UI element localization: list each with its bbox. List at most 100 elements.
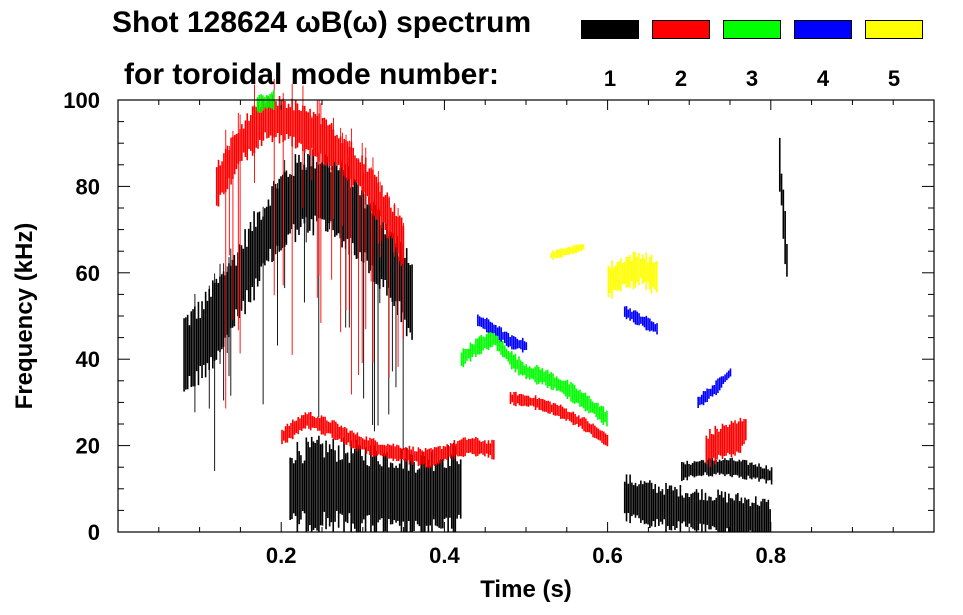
spectrum-streak-n2	[291, 83, 293, 355]
spectrum-mark-n5	[645, 252, 647, 290]
spectrum-mark-n2	[260, 97, 263, 146]
spectrum-mark-n3	[460, 352, 463, 366]
spectrum-mark-n1	[314, 443, 317, 528]
spectrum-mark-n2	[351, 430, 353, 449]
spectrum-mark-n2	[255, 106, 258, 148]
spectrum-mark-n1	[337, 445, 340, 528]
spectrum-mark-n1	[432, 470, 435, 520]
spectrum-marks	[183, 78, 788, 532]
spectrum-mark-n1	[717, 489, 719, 532]
spectrum-mark-n4	[650, 321, 653, 331]
spectrum-mark-n1	[434, 464, 437, 526]
spectrum-mark-n4	[718, 377, 721, 391]
spectrum-mark-n3	[566, 379, 569, 399]
spectrum-mark-n2	[320, 415, 323, 435]
spectrum-mark-n1	[382, 453, 385, 532]
spectrum-mark-n1	[411, 264, 413, 340]
spectrum-mark-n2	[287, 103, 290, 139]
spectrum-mark-n3	[519, 360, 522, 375]
spectrum-mark-n1	[352, 186, 354, 244]
spectrum-mark-n1	[704, 492, 707, 532]
spectrum-mark-n2	[745, 419, 747, 441]
spectrum-mark-n1	[298, 154, 300, 235]
y-tick-label: 0	[88, 520, 100, 545]
spectrum-mark-n1	[688, 463, 690, 477]
spectrum-mark-n1	[314, 168, 316, 216]
spectrum-mark-n2	[594, 425, 596, 438]
spectrum-mark-n1	[310, 436, 313, 532]
spectrum-mark-n2	[338, 426, 341, 439]
spectrum-mark-n2	[552, 402, 555, 416]
spectrum-mark-n1	[380, 466, 383, 519]
spectrum-streak-n2	[320, 103, 322, 323]
spectrum-mark-n2	[586, 421, 589, 433]
spectrum-mark-n2	[215, 167, 218, 206]
spectrum-mark-n3	[512, 354, 515, 369]
spectrum-mark-n5	[582, 244, 585, 250]
spectrum-mark-n1	[307, 153, 309, 233]
spectrum-mark-n2	[340, 425, 343, 442]
spectrum-mark-n1	[431, 451, 433, 532]
spectrum-mark-n4	[520, 340, 522, 350]
spectrum-mark-n3	[509, 352, 511, 365]
spectrum-mark-n3	[598, 406, 601, 420]
spectrum-mark-n1	[185, 317, 187, 390]
spectrum-mark-n3	[550, 371, 553, 390]
spectrum-streak-n1	[377, 191, 379, 426]
spectrum-mark-n1	[643, 481, 646, 525]
spectrum-mark-n4	[704, 391, 707, 403]
spectrum-mark-n2	[545, 401, 548, 412]
spectrum-mark-n2	[302, 415, 305, 429]
spectrum-mark-n1	[379, 464, 381, 520]
spectrum-mark-n3	[586, 395, 588, 411]
spectrum-mark-n4	[477, 314, 479, 327]
spectrum-mark-n1	[389, 462, 392, 525]
spectrum-mark-n1	[328, 444, 331, 527]
spectrum-mark-n2	[399, 215, 401, 262]
spectrum-mark-n5	[550, 252, 553, 259]
spectrum-mark-n1	[649, 480, 651, 528]
spectrum-mark-n1	[447, 445, 449, 532]
spectrum-mark-n2	[306, 414, 308, 426]
spectrum-mark-n5	[554, 251, 556, 258]
spectrum-mark-n1	[740, 461, 742, 477]
spectrum-mark-n1	[450, 454, 453, 529]
spectrum-mark-n4	[498, 326, 501, 341]
spectrum-mark-n2	[347, 432, 350, 443]
spectrum-mark-n1	[246, 246, 248, 291]
spectrum-mark-n4	[525, 342, 528, 350]
spectrum-mark-n3	[516, 359, 518, 370]
spectrum-mark-n2	[739, 417, 742, 453]
spectrum-mark-n2	[346, 141, 349, 181]
spectrum-mark-n1	[359, 195, 361, 253]
spectrum-mark-n4	[623, 306, 626, 317]
spectrum-mark-n2	[603, 431, 605, 445]
spectrum-mark-n5	[650, 254, 653, 294]
spectrum-mark-n1	[720, 460, 723, 474]
spectrum-mark-n3	[523, 365, 526, 375]
spectrum-mark-n1	[343, 437, 345, 532]
spectrum-mark-n2	[475, 436, 477, 457]
spectrum-mark-n2	[604, 433, 607, 446]
spectrum-mark-n5	[634, 252, 637, 288]
spectrum-streak-n2	[239, 114, 241, 354]
spectrum-mark-n1	[366, 465, 369, 516]
spectrum-mark-n5	[579, 244, 581, 251]
spectrum-mark-n1	[724, 458, 726, 477]
spectrum-mark-n1	[454, 445, 457, 532]
spectrum-mark-n3	[604, 412, 606, 423]
spectrum-mark-n3	[595, 402, 597, 417]
spectrum-mark-n1	[758, 505, 761, 532]
spectrum-streak-n1	[318, 152, 320, 418]
spectrum-streak-n2	[365, 147, 367, 330]
spectrum-mark-n2	[354, 434, 357, 449]
spectrum-streak-n1	[305, 167, 307, 243]
spectrum-streak-n1	[277, 183, 278, 346]
legend-label-n3: 3	[745, 66, 759, 91]
spectrum-mark-n2	[727, 426, 729, 453]
spectrum-mark-n2	[322, 416, 325, 435]
spectrum-mark-n1	[625, 474, 628, 522]
spectrum-mark-n2	[403, 448, 405, 461]
spectrum-mark-n3	[543, 371, 545, 383]
